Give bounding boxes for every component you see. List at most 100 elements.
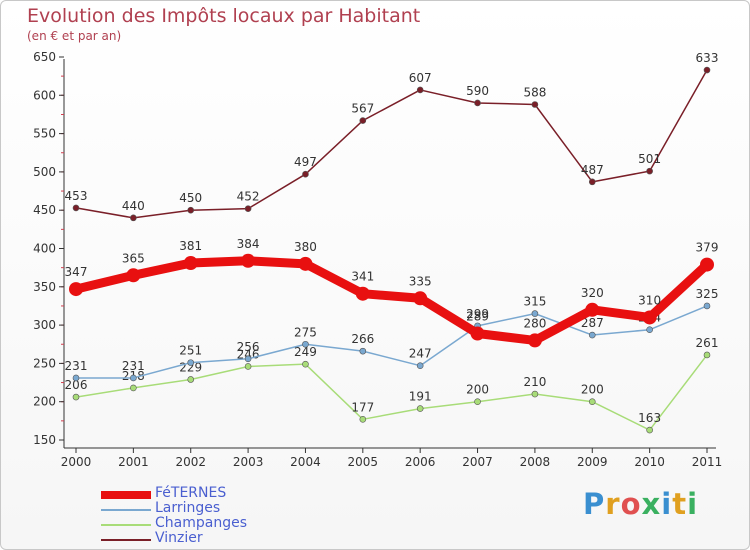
data-label-champanges: 210 [523, 375, 546, 389]
chart-title: Evolution des Impôts locaux par Habitant [27, 5, 421, 27]
legend-label-larringes: Larringes [155, 500, 221, 516]
data-point-larringes [302, 340, 309, 348]
x-tick-label: 2006 [405, 455, 436, 469]
y-tick-label: 350 [33, 280, 56, 294]
data-label-larringes: 256 [237, 340, 260, 354]
data-point-vinzier [703, 66, 711, 74]
x-tick-label: 2009 [577, 455, 608, 469]
legend-label-champanges: Champanges [155, 515, 247, 531]
proxiti-logo: Proxiti [583, 487, 698, 521]
logo-letter: P [583, 487, 606, 521]
series-line-champanges [75, 354, 708, 431]
data-label-fternes: 341 [351, 270, 374, 284]
data-point-larringes [130, 374, 137, 382]
data-label-vinzier: 487 [581, 163, 604, 177]
data-point-champanges [244, 363, 252, 370]
logo-letter: x [641, 487, 662, 521]
legend-swatch-feternes [101, 490, 151, 499]
data-label-vinzier: 501 [638, 152, 661, 166]
data-point-vinzier [588, 178, 596, 186]
series-line-vinzier [75, 69, 708, 219]
data-point-vinzier [130, 214, 137, 222]
data-point-vinzier [244, 205, 252, 212]
data-label-fternes: 347 [65, 265, 88, 279]
data-point-vinzier [359, 117, 367, 124]
data-label-fternes: 280 [523, 316, 546, 330]
x-tick-label: 2003 [233, 455, 264, 469]
data-point-larringes [359, 347, 367, 355]
data-label-champanges: 249 [294, 345, 317, 359]
x-tick-label: 2010 [634, 455, 665, 469]
data-label-larringes: 287 [581, 316, 604, 330]
data-point-champanges [531, 390, 539, 398]
data-point-vinzier [646, 167, 653, 175]
y-tick-label: 550 [33, 127, 56, 141]
logo-letter: t [672, 487, 688, 521]
data-label-vinzier: 588 [523, 85, 546, 99]
data-point-vinzier [531, 101, 539, 108]
data-point-vinzier [72, 204, 80, 212]
data-label-fternes: 289 [466, 310, 489, 324]
data-point-larringes [244, 355, 252, 363]
data-point-champanges [302, 360, 309, 368]
data-label-fternes: 335 [409, 274, 432, 288]
data-label-fternes: 384 [237, 237, 260, 251]
data-label-champanges: 206 [65, 378, 88, 392]
x-tick-label: 2011 [692, 455, 723, 469]
data-point-fternes [69, 282, 83, 297]
logo-letter: i [661, 487, 673, 521]
x-tick-label: 2001 [118, 455, 149, 469]
legend-label-vinzier: Vinzier [155, 530, 203, 546]
data-label-larringes: 325 [696, 287, 719, 301]
data-point-vinzier [416, 86, 424, 94]
data-label-vinzier: 607 [409, 71, 432, 85]
data-point-champanges [474, 398, 481, 406]
data-label-vinzier: 452 [237, 190, 260, 204]
data-point-fternes [355, 286, 370, 301]
data-label-larringes: 231 [65, 359, 88, 373]
x-tick-label: 2005 [348, 455, 379, 469]
x-tick-label: 2007 [462, 455, 493, 469]
data-point-fternes [700, 257, 714, 272]
legend-label-feternes: FéTERNES [155, 485, 227, 501]
data-label-champanges: 177 [351, 400, 374, 414]
data-label-fternes: 380 [294, 240, 317, 254]
data-label-champanges: 261 [696, 336, 719, 350]
y-tick-label: 500 [33, 165, 56, 179]
data-label-vinzier: 440 [122, 199, 145, 213]
x-tick-label: 2002 [175, 455, 206, 469]
data-point-larringes [646, 326, 653, 333]
x-tick-label: 2008 [520, 455, 551, 469]
legend-swatch-champanges [101, 523, 151, 526]
data-point-fternes [183, 256, 198, 271]
data-label-fternes: 379 [696, 241, 719, 255]
data-label-fternes: 310 [638, 293, 661, 307]
x-tick-label: 2000 [61, 455, 92, 469]
data-point-larringes [416, 362, 424, 369]
logo-letter: i [687, 487, 699, 521]
data-point-champanges [187, 376, 195, 383]
data-label-larringes: 251 [179, 344, 202, 358]
data-label-champanges: 200 [581, 383, 604, 397]
data-label-champanges: 191 [409, 390, 432, 404]
data-point-champanges [130, 384, 137, 392]
data-label-vinzier: 633 [696, 51, 719, 65]
data-point-larringes [588, 331, 596, 339]
y-tick-label: 300 [33, 318, 56, 332]
data-point-fternes [298, 256, 313, 271]
data-point-champanges [703, 351, 711, 359]
data-point-larringes [703, 302, 711, 310]
data-point-vinzier [302, 170, 309, 178]
data-label-fternes: 365 [122, 251, 145, 265]
y-tick-label: 600 [33, 88, 56, 102]
data-point-vinzier [187, 206, 195, 214]
chart-subtitle: (en € et par an) [27, 29, 122, 43]
data-label-fternes: 381 [179, 239, 202, 253]
legend-swatch-larringes [101, 508, 151, 511]
y-tick-label: 150 [33, 433, 56, 447]
data-label-larringes: 247 [409, 347, 432, 361]
data-label-larringes: 275 [294, 325, 317, 339]
data-point-larringes [187, 359, 195, 366]
